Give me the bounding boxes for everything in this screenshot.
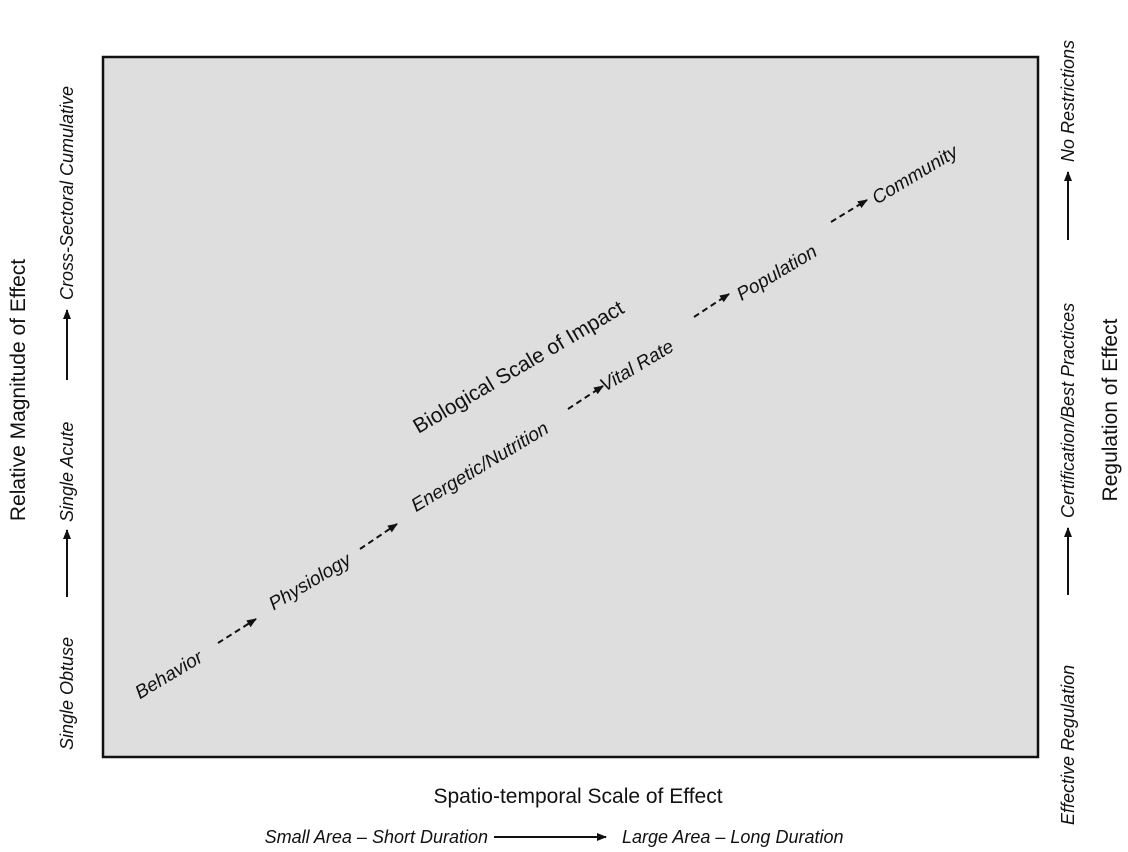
y-axis-left-title: Relative Magnitude of Effect — [7, 259, 30, 521]
y-axis-right-level-mid: Certification/Best Practices — [1058, 303, 1078, 518]
y-axis-left-level-low: Single Obtuse — [57, 637, 77, 750]
x-axis-title: Spatio-temporal Scale of Effect — [433, 785, 722, 808]
stage-arrow-3 — [567, 385, 604, 410]
y-axis-right-level-low: Effective Regulation — [1058, 665, 1078, 825]
stage-arrow-4 — [693, 293, 730, 318]
y-axis-left-level-mid: Single Acute — [57, 422, 77, 522]
y-axis-right-level-high: No Restrictions — [1058, 40, 1078, 162]
y-axis-left-level-high: Cross-Sectoral Cumulative — [57, 86, 77, 300]
stage-arrow-1 — [217, 618, 257, 644]
stage-arrow-5 — [830, 199, 868, 223]
stage-arrow-2 — [359, 523, 398, 550]
x-axis-from-label: Small Area – Short Duration — [265, 827, 488, 847]
y-axis-right-title: Regulation of Effect — [1099, 318, 1122, 501]
x-axis-to-label: Large Area – Long Duration — [622, 827, 843, 847]
